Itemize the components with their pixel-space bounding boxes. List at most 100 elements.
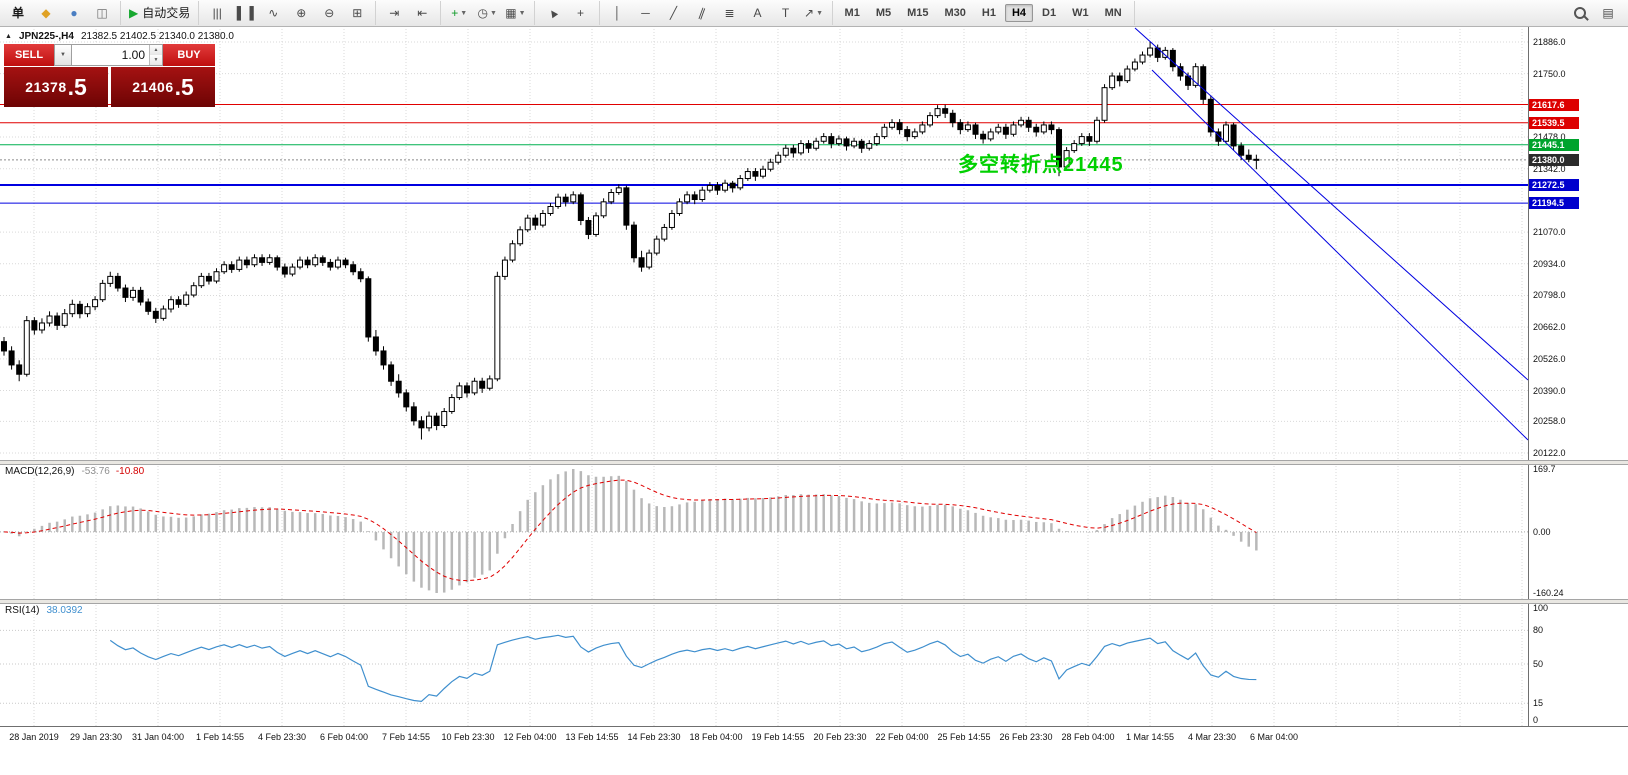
vertical-line-icon-glyph: │ [613, 6, 622, 20]
line-chart-icon[interactable]: ∿ [260, 2, 286, 24]
chart-list-icon[interactable]: ▤ [1595, 2, 1621, 24]
periods-button-dropdown-icon[interactable]: ▼ [490, 9, 497, 17]
chart-list-icon-glyph: ▤ [1602, 6, 1614, 20]
tile-windows-icon-glyph: ⊞ [352, 6, 363, 20]
macd-signal-line [3, 479, 1257, 582]
new-order-icon-glyph: ◆ [41, 6, 51, 20]
new-order-icon[interactable]: ◆ [33, 2, 59, 24]
scroll-group: ⇥ ⇤ [376, 1, 442, 25]
time-axis-label: 1 Mar 14:55 [1125, 732, 1175, 742]
search-icon[interactable] [1567, 2, 1593, 24]
timeframe-w1[interactable]: W1 [1072, 7, 1089, 19]
descending-trendline-lower[interactable] [1151, 69, 1528, 441]
label-icon[interactable]: T [773, 2, 799, 24]
tile-windows-icon[interactable]: ⊞ [344, 2, 370, 24]
time-axis-label: 31 Jan 04:00 [131, 732, 185, 742]
autotrading-button[interactable]: ▶ 自动交易 [126, 2, 193, 24]
zoom-in-icon-glyph: ⊕ [296, 6, 307, 20]
new-chart-button-dropdown-icon[interactable]: ▼ [460, 9, 468, 17]
timeframe-m30[interactable]: M30 [944, 7, 966, 19]
market-watch-icon[interactable]: ◫ [89, 2, 115, 24]
macd-chart[interactable] [0, 463, 1528, 599]
price-axis-label: 20526.0 [1533, 353, 1566, 364]
price-axis-label: 20662.0 [1533, 322, 1566, 333]
rsi-axis-label: 100 [1533, 603, 1549, 613]
fibonacci-icon[interactable]: ≣ [717, 2, 743, 24]
price-axis-label: 20390.0 [1533, 385, 1566, 396]
time-axis-label: 7 Feb 14:55 [381, 732, 431, 742]
text-icon[interactable]: A [745, 2, 771, 24]
time-axis-label: 10 Feb 23:30 [441, 732, 495, 742]
time-axis-label: 14 Feb 23:30 [627, 732, 681, 742]
timeframe-h4[interactable]: H4 [1004, 4, 1034, 22]
trendline-icon[interactable]: ╱ [661, 2, 687, 24]
last-price-line-tag: 21380.0 [1529, 153, 1579, 166]
price-axis-label: 21886.0 [1533, 37, 1566, 47]
time-axis[interactable]: 28 Jan 2019 29 Jan 23:30 31 Jan 04:00 1 Feb… [0, 726, 1628, 749]
rsi-axis-label: 15 [1533, 698, 1544, 709]
candlestick-chart-icon[interactable]: ▌▐ [232, 2, 258, 24]
buy-button[interactable]: BUY [163, 44, 215, 66]
collapse-trade-panel-button[interactable]: ▲ [5, 33, 12, 40]
vertical-line-icon[interactable]: │ [605, 2, 631, 24]
macd-axis-label: 0.00 [1533, 526, 1551, 537]
price-axis-label: 20258.0 [1533, 416, 1566, 427]
panel-splitter[interactable] [0, 460, 1628, 465]
price-axis-label: 21478.0 [1533, 132, 1566, 143]
horizontal-line-icon[interactable]: ─ [633, 2, 659, 24]
new-chart-button[interactable]: + ▼ [446, 2, 472, 24]
timeframe-group: M1 M5 M15 M30 H1 H4 D1 W1 MN [833, 1, 1135, 25]
arrows-icon-glyph: ↗ [804, 6, 815, 20]
zoom-in-icon[interactable]: ⊕ [288, 2, 314, 24]
sell-price-display[interactable]: 21378 .5 [4, 67, 108, 107]
volume-value[interactable]: 1.00 [121, 48, 145, 62]
chart-annotation[interactable]: 多空转折点21445 [958, 154, 1124, 176]
chart-shift-icon[interactable]: ⇤ [409, 2, 435, 24]
price-axis[interactable]: 21886.0 21750.0 21478.0 21342.0 21070.0 20934… [1528, 26, 1628, 726]
order-options-dropdown[interactable]: ▼ [54, 44, 72, 66]
timeframe-d1[interactable]: D1 [1042, 7, 1057, 19]
new-order-button[interactable]: 单 [5, 2, 31, 24]
autotrading-button-glyph: ▶ [129, 6, 139, 20]
price-chart[interactable] [0, 26, 1528, 460]
arrows-icon-dropdown-icon[interactable]: ▼ [816, 9, 824, 17]
time-axis-label: 26 Feb 23:30 [999, 732, 1053, 742]
descending-trendline-upper[interactable] [1134, 27, 1528, 381]
timeframe-m1[interactable]: M1 [844, 7, 860, 19]
volume-spinner[interactable]: ▲ ▼ [149, 45, 162, 65]
templates-button-dropdown-icon[interactable]: ▼ [518, 9, 526, 17]
cursor-icon[interactable]: ▲ [540, 2, 566, 24]
bars-chart-icon-glyph: ||| [212, 6, 222, 20]
arrows-icon[interactable]: ↗ ▼ [801, 2, 827, 24]
rsi-chart[interactable] [0, 602, 1528, 726]
pivot-line-21445-tag: 21445.1 [1529, 138, 1579, 151]
bars-chart-icon[interactable]: ||| [204, 2, 230, 24]
timeframe-m5[interactable]: M5 [875, 7, 892, 19]
macd-label: MACD(12,26,9) -53.76 -10.80 [5, 466, 144, 477]
panel-splitter[interactable] [0, 599, 1628, 604]
channel-icon[interactable]: ∥ [689, 2, 715, 24]
main-chart-panel: ▲ JPN225-,H4 21382.5 21402.5 21340.0 213… [0, 26, 1528, 460]
timeframe-mn[interactable]: MN [1104, 7, 1122, 19]
zoom-out-icon[interactable]: ⊖ [316, 2, 342, 24]
time-axis-label: 6 Mar 04:00 [1249, 732, 1299, 742]
periods-button[interactable]: ◷ ▼ [474, 2, 500, 24]
auto-scroll-icon[interactable]: ⇥ [381, 2, 407, 24]
rsi-axis-label: 0 [1533, 715, 1539, 725]
crosshair-icon[interactable]: + [568, 2, 594, 24]
buy-price-display[interactable]: 21406 .5 [111, 67, 215, 107]
support-line-21194-tag: 21194.5 [1529, 197, 1579, 210]
expert-advisors-icon[interactable]: ● [61, 2, 87, 24]
volume-up-icon[interactable]: ▲ [150, 45, 162, 55]
autotrading-button-label: 自动交易 [142, 6, 191, 20]
timeframe-h1[interactable]: H1 [981, 7, 996, 19]
templates-button[interactable]: ▦ ▼ [502, 2, 528, 24]
macd-panel: MACD(12,26,9) -53.76 -10.80 [0, 463, 1528, 599]
timeframe-m15[interactable]: M15 [907, 7, 929, 19]
trendlines[interactable] [1134, 27, 1528, 441]
horizontal-level-lines[interactable] [0, 104, 1528, 204]
macd-title: MACD(12,26,9) [5, 466, 75, 477]
sell-button[interactable]: SELL [4, 44, 54, 66]
volume-field[interactable]: 1.00 ▲ ▼ [72, 44, 163, 66]
volume-down-icon[interactable]: ▼ [150, 55, 162, 65]
